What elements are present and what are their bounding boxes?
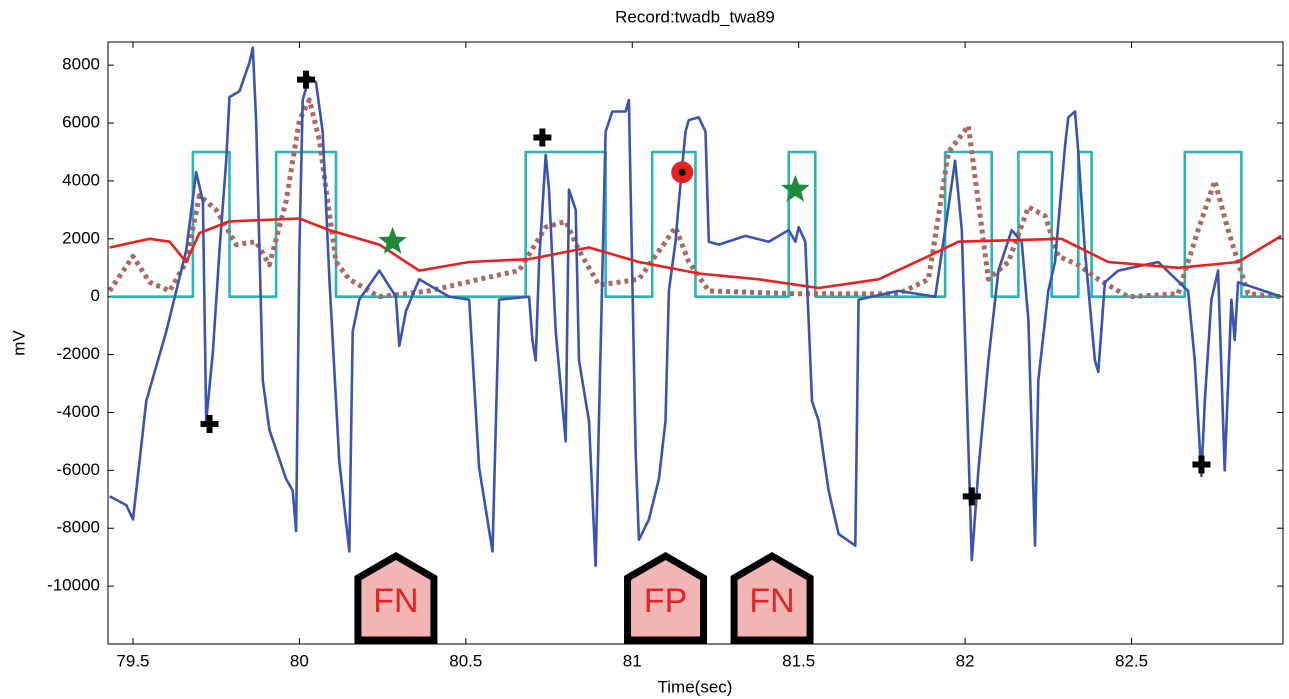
series-line	[109, 217, 1282, 290]
y-tick-label: 2000	[62, 228, 100, 247]
y-tick-label: -6000	[57, 460, 100, 479]
annotation-label: FN	[373, 582, 418, 620]
cross-marker	[200, 415, 219, 434]
annotation-label: FN	[749, 582, 794, 620]
cross-marker	[1192, 455, 1211, 474]
y-tick-label: 0	[91, 286, 100, 305]
star-marker	[781, 174, 810, 202]
y-tick-label: -2000	[57, 344, 100, 363]
cross-marker	[962, 487, 981, 506]
x-tick-label: 80	[290, 651, 309, 670]
annotation-badge	[354, 551, 438, 644]
x-tick-label: 82.5	[1115, 651, 1148, 670]
annotation-badge	[624, 551, 708, 644]
y-tick-label: -4000	[57, 402, 100, 421]
x-axis-label: Time(sec)	[658, 677, 733, 696]
cross-marker	[533, 128, 552, 147]
star-marker	[378, 226, 407, 254]
x-tick-label: 81.5	[782, 651, 815, 670]
y-tick-label: 6000	[62, 113, 100, 132]
series-line	[108, 97, 1282, 300]
circle-marker-dot	[678, 168, 686, 176]
y-tick-label: 4000	[62, 170, 100, 189]
y-tick-label: 8000	[62, 55, 100, 74]
series-line	[109, 150, 1282, 298]
x-tick-label: 81	[623, 651, 642, 670]
series-line	[109, 46, 1282, 568]
plot-area	[108, 42, 1283, 644]
annotation-label: FP	[644, 582, 687, 620]
y-axis-label: mV	[9, 330, 28, 356]
plot-layer	[108, 46, 1282, 568]
cross-marker	[297, 70, 316, 89]
x-tick-label: 82	[956, 651, 975, 670]
plot-frame	[107, 41, 1284, 645]
chart-title: Record:twadb_twa89	[615, 7, 775, 26]
y-tick-label: -8000	[57, 518, 100, 537]
y-tick-label: -10000	[47, 576, 100, 595]
annotation-badge	[730, 551, 814, 644]
x-tick-label: 80.5	[449, 651, 482, 670]
x-tick-label: 79.5	[116, 651, 149, 670]
